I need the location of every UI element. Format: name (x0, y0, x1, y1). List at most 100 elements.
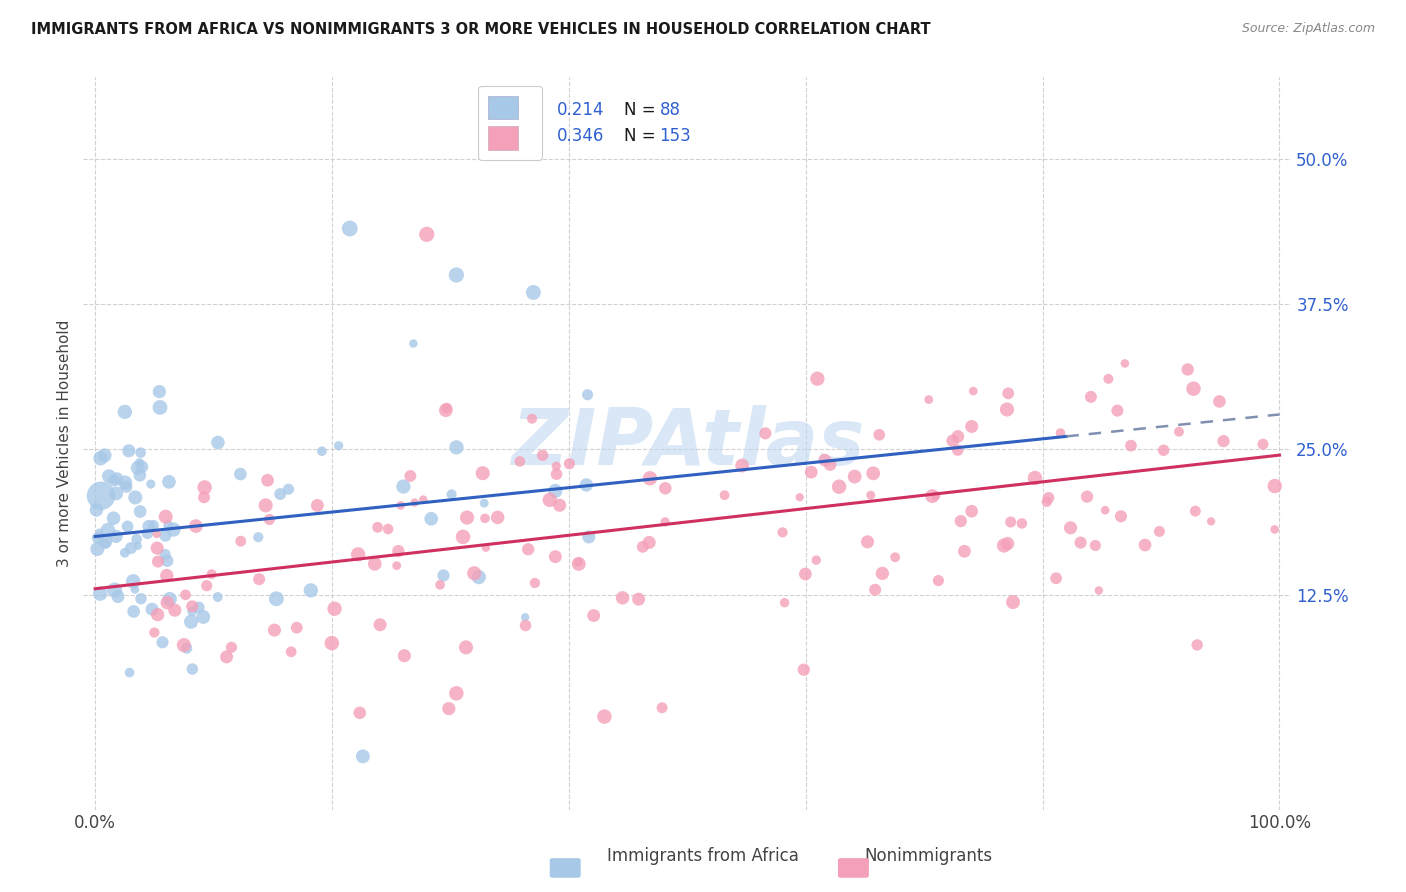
Point (181, 605, 204, 619)
Point (1109, 509, 1132, 524)
Point (806, 372, 828, 386)
Point (254, 499, 277, 513)
Text: N =: N = (624, 127, 661, 145)
Point (87, 531, 110, 545)
Point (1251, 437, 1274, 451)
Point (1212, 434, 1234, 449)
Point (146, 555, 169, 569)
Point (207, 590, 229, 604)
Point (155, 529, 177, 543)
Point (141, 602, 163, 616)
Text: R =: R = (512, 127, 548, 145)
Point (143, 625, 166, 640)
Point (1264, 479, 1286, 493)
Point (107, 590, 129, 604)
Point (159, 592, 181, 607)
Point (638, 535, 661, 549)
Point (368, 617, 391, 632)
Text: 153: 153 (659, 127, 692, 145)
Point (1168, 425, 1191, 439)
Point (651, 700, 673, 714)
Point (129, 504, 152, 518)
Point (399, 469, 422, 483)
Point (1000, 515, 1022, 529)
Point (713, 488, 735, 502)
Point (1084, 539, 1107, 553)
Point (546, 459, 568, 474)
Point (436, 401, 458, 416)
Point (229, 467, 252, 481)
Point (446, 686, 468, 700)
Point (153, 548, 176, 562)
Point (127, 539, 149, 553)
Point (925, 489, 948, 503)
Point (997, 386, 1019, 401)
Point (1059, 521, 1081, 535)
Point (576, 387, 599, 401)
Point (128, 456, 150, 470)
Point (146, 541, 169, 555)
Point (456, 510, 478, 524)
Point (114, 546, 136, 560)
Point (638, 471, 661, 485)
Point (522, 285, 544, 300)
Point (163, 603, 186, 617)
Point (93, 449, 115, 463)
Point (731, 458, 754, 473)
Point (124, 491, 146, 505)
Point (89, 525, 111, 540)
Point (515, 618, 537, 632)
Point (157, 518, 180, 533)
Point (128, 468, 150, 483)
Point (868, 427, 890, 442)
Point (122, 604, 145, 618)
Point (394, 648, 416, 663)
Point (142, 518, 165, 533)
Point (548, 498, 571, 512)
Point (129, 591, 152, 606)
Text: Source: ZipAtlas.com: Source: ZipAtlas.com (1241, 22, 1375, 36)
Point (772, 525, 794, 540)
Point (1011, 516, 1033, 531)
Point (118, 443, 141, 458)
Point (468, 570, 491, 584)
Point (1264, 522, 1286, 536)
Point (844, 469, 866, 483)
Point (440, 487, 463, 501)
Point (471, 466, 494, 480)
Point (793, 663, 815, 677)
Point (1114, 356, 1136, 370)
Point (1208, 394, 1230, 409)
Point (946, 443, 969, 458)
Point (247, 530, 270, 544)
Point (277, 482, 299, 496)
Text: ZIPAtlas: ZIPAtlas (510, 406, 865, 482)
Point (451, 530, 474, 544)
Point (349, 706, 371, 720)
Point (184, 519, 207, 533)
Point (531, 448, 554, 462)
Point (229, 534, 252, 549)
Point (828, 480, 851, 494)
Point (174, 588, 197, 602)
Point (105, 472, 128, 486)
Point (627, 592, 650, 607)
Point (377, 522, 399, 536)
Point (1038, 491, 1060, 505)
Point (307, 499, 329, 513)
Point (486, 510, 509, 524)
Text: N =: N = (624, 102, 661, 120)
Text: IMMIGRANTS FROM AFRICA VS NONIMMIGRANTS 3 OR MORE VEHICLES IN HOUSEHOLD CORRELAT: IMMIGRANTS FROM AFRICA VS NONIMMIGRANTS … (31, 22, 931, 37)
Point (117, 519, 139, 533)
Point (207, 435, 229, 450)
Point (162, 523, 184, 537)
Point (962, 384, 984, 398)
Point (148, 384, 170, 399)
Point (173, 638, 195, 652)
Point (446, 268, 468, 282)
Point (311, 444, 333, 458)
Point (194, 480, 217, 494)
Point (949, 514, 972, 528)
Point (157, 475, 180, 489)
Point (149, 401, 172, 415)
